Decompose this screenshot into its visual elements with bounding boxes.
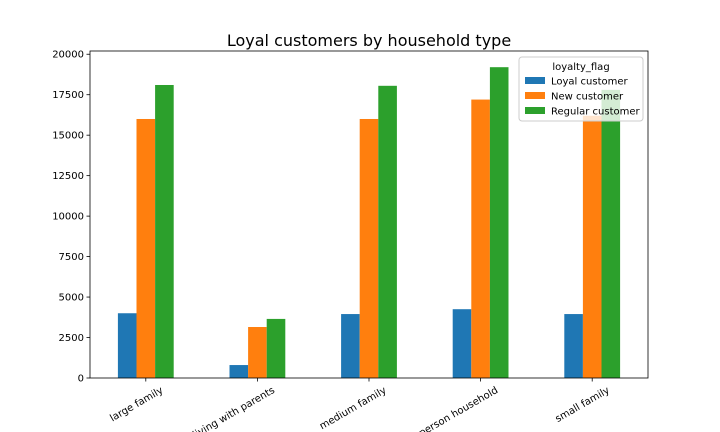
y-tick-label: 12500 xyxy=(52,171,84,182)
bar-loyal-customer-medium-family xyxy=(341,314,360,378)
x-tick-label-large-family: large family xyxy=(108,385,165,424)
y-tick-label: 17500 xyxy=(52,90,84,101)
legend-label-regular-customer: Regular customer xyxy=(551,107,641,118)
x-tick-label-small-family: small family xyxy=(554,385,612,425)
bar-regular-customer-medium-family xyxy=(378,85,397,379)
bar-new-customer-small-family xyxy=(582,115,602,378)
bar-new-customer-large-family xyxy=(136,118,156,378)
y-tick-label: 5000 xyxy=(59,293,84,304)
bar-new-customer-medium-family xyxy=(359,118,379,378)
bar-new-customer-one-person-household xyxy=(471,99,490,378)
x-tick-label-one-person-household: one person household xyxy=(398,385,500,432)
y-tick-label: 7500 xyxy=(59,252,84,263)
bar-loyal-customer-large-family xyxy=(117,313,137,378)
legend-label-loyal-customer: Loyal customer xyxy=(551,77,628,88)
bar-loyal-customer-one-person-household xyxy=(452,309,472,378)
chart-title: Loyal customers by household type xyxy=(227,31,511,50)
y-tick-label: 2500 xyxy=(59,333,84,344)
legend-frame xyxy=(518,56,644,122)
bar-regular-customer-one-person-household xyxy=(489,67,509,379)
bar-loyal-customer-living-with-parents xyxy=(229,365,249,378)
x-tick-label-medium-family: medium family xyxy=(318,385,389,432)
bars-group xyxy=(117,67,621,379)
bar-new-customer-living-with-parents xyxy=(248,327,267,378)
legend-swatch-loyal-customer xyxy=(525,77,545,84)
legend-title: loyalty_flag xyxy=(552,62,609,73)
y-tick-label: 10000 xyxy=(52,212,84,223)
bar-loyal-customer-small-family xyxy=(564,314,583,378)
y-tick-label: 15000 xyxy=(52,131,84,142)
y-tick-label: 20000 xyxy=(52,50,84,61)
legend-swatch-new-customer xyxy=(525,92,545,99)
legend-swatch-regular-customer xyxy=(525,107,545,114)
legend-label-new-customer: New customer xyxy=(551,92,624,103)
y-tick-label: 0 xyxy=(78,374,84,385)
bar-regular-customer-small-family xyxy=(601,89,621,378)
bar-regular-customer-living-with-parents xyxy=(266,318,286,378)
x-tick-label-living-with-parents: living with parents xyxy=(191,385,277,432)
bar-regular-customer-large-family xyxy=(155,84,174,378)
legend: loyalty_flag Loyal customer New customer Re… xyxy=(518,56,644,122)
